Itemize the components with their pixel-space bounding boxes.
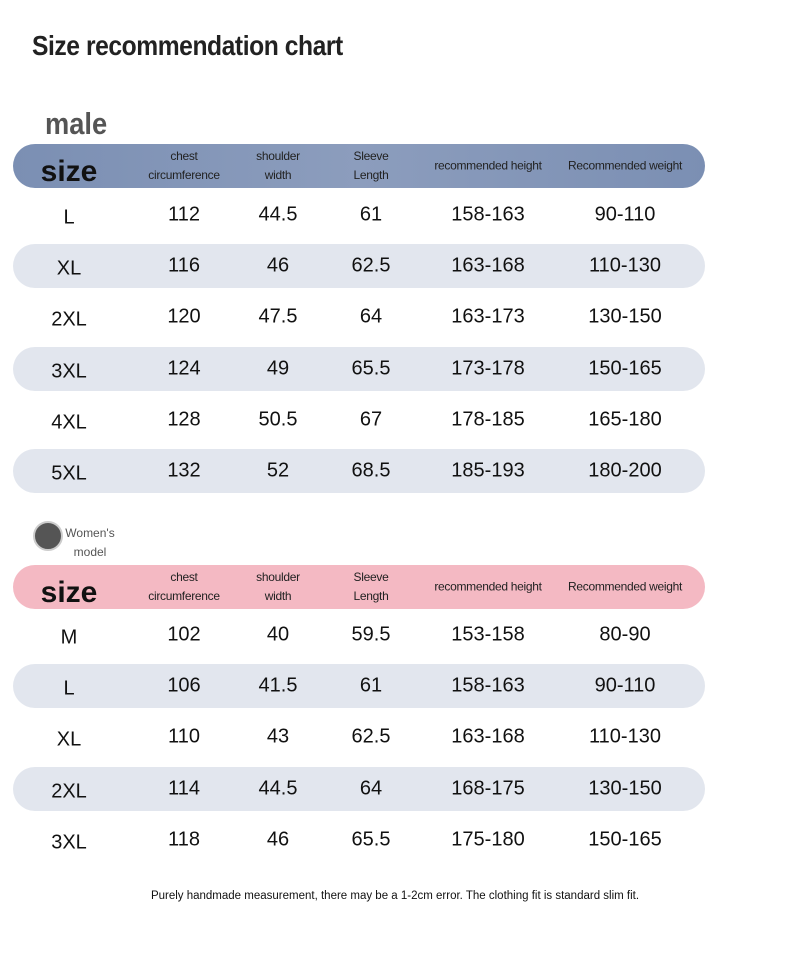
table-cell: 116 [168, 254, 200, 277]
table-cell: L [63, 206, 75, 229]
table-cell: 43 [266, 725, 290, 748]
column-header: size [40, 576, 98, 609]
table-cell: 61 [359, 674, 383, 697]
table-cell: 178-185 [451, 408, 525, 431]
header-bar [13, 565, 705, 609]
title: Size recommendation chart [32, 30, 343, 61]
table-cell: 150-165 [588, 828, 662, 851]
row-band [13, 244, 705, 289]
table-cell: 132 [167, 459, 201, 482]
table-cell: 128 [167, 408, 201, 431]
table-cell: 65.5 [351, 828, 391, 851]
table-cell: 112 [168, 203, 200, 226]
table-cell: 46 [266, 828, 290, 851]
table-cell: 110-130 [589, 725, 661, 748]
table-cell: 2XL [51, 308, 87, 331]
table-cell: 158-163 [451, 674, 525, 697]
table-cell: 102 [167, 623, 201, 646]
column-header: Sleeve Length [353, 570, 389, 603]
table-cell: 61 [359, 203, 383, 226]
table-cell: 120 [167, 305, 201, 328]
table-cell: 65.5 [351, 357, 391, 380]
table-cell: 90-110 [594, 203, 656, 226]
table-cell: M [60, 626, 78, 649]
table-cell: 163-168 [451, 725, 525, 748]
table-cell: 114 [168, 777, 200, 800]
table-cell: 185-193 [451, 459, 525, 482]
column-header: chest circumference [148, 149, 220, 182]
row-band [13, 346, 705, 391]
column-header: Recommended weight [568, 158, 682, 173]
table-cell: 130-150 [588, 305, 662, 328]
table-cell: 62.5 [351, 254, 391, 277]
table-cell: 90-110 [594, 674, 656, 697]
table-cell: 4XL [51, 411, 87, 434]
row-band [13, 664, 705, 709]
table-cell: 59.5 [351, 623, 391, 646]
table-cell: 163-173 [451, 305, 525, 328]
table-cell: 67 [359, 408, 383, 431]
row-band [13, 449, 705, 493]
footnote: Purely handmade measurement, there may b… [150, 890, 640, 902]
column-header: shoulder width [256, 149, 300, 182]
header-bar [13, 144, 705, 188]
table-cell: 64 [359, 777, 383, 800]
table-cell: XL [56, 728, 82, 751]
table-cell: 153-158 [451, 623, 525, 646]
table-cell: 46 [266, 254, 290, 277]
table-cell: 5XL [51, 462, 87, 485]
table-cell: 41.5 [258, 674, 298, 697]
column-header: recommended height [434, 579, 542, 594]
table-cell: 150-165 [588, 357, 662, 380]
table-cell: XL [56, 257, 82, 280]
table-cell: 130-150 [588, 777, 662, 800]
section-label: Women's model [65, 526, 115, 559]
table-cell: 52 [266, 459, 290, 482]
column-header: size [40, 155, 98, 188]
table-cell: 124 [167, 357, 201, 380]
row-band [13, 766, 705, 811]
table-cell: 49 [266, 357, 290, 380]
table-cell: 44.5 [258, 777, 298, 800]
table-cell: 47.5 [258, 305, 298, 328]
section-label: male [45, 106, 108, 141]
table-cell: 180-200 [588, 459, 662, 482]
table-cell: 50.5 [258, 408, 298, 431]
table-cell: 175-180 [451, 828, 525, 851]
table-cell: 106 [167, 674, 201, 697]
table-cell: 80-90 [599, 623, 651, 646]
column-header: Recommended weight [568, 579, 682, 594]
table-cell: 68.5 [351, 459, 391, 482]
table-cell: 110 [168, 725, 200, 748]
table-cell: 158-163 [451, 203, 525, 226]
table-cell: 3XL [51, 360, 87, 383]
table-cell: 40 [266, 623, 290, 646]
table-cell: 168-175 [451, 777, 525, 800]
column-header: shoulder width [256, 570, 300, 603]
table-cell: 2XL [51, 780, 87, 803]
table-cell: 110-130 [589, 254, 661, 277]
column-header: chest circumference [148, 570, 220, 603]
column-header: Sleeve Length [353, 149, 389, 182]
table-cell: 3XL [51, 831, 87, 854]
table-cell: L [63, 677, 75, 700]
table-cell: 163-168 [451, 254, 525, 277]
table-cell: 62.5 [351, 725, 391, 748]
table-cell: 165-180 [588, 408, 662, 431]
table-cell: 64 [359, 305, 383, 328]
table-cell: 118 [168, 828, 200, 851]
column-header: recommended height [434, 158, 542, 173]
table-cell: 173-178 [451, 357, 525, 380]
table-cell: 44.5 [258, 203, 298, 226]
avatar-icon [33, 521, 63, 551]
